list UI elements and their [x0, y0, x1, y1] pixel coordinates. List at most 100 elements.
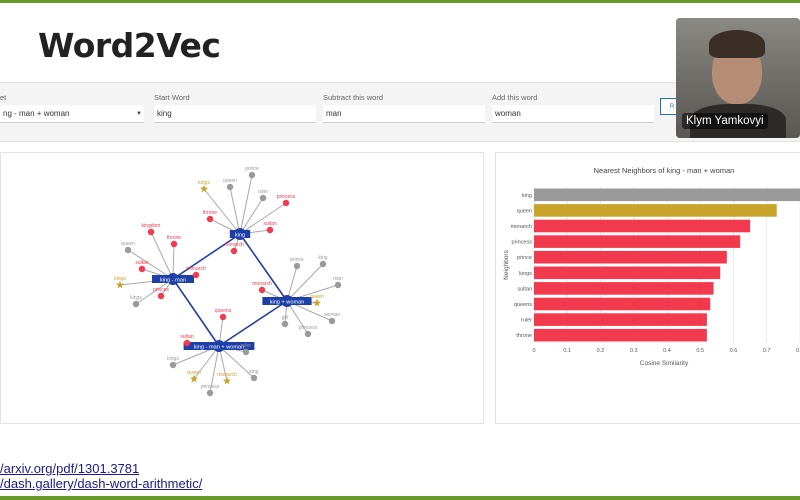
graph-center-label: king - man + woman: [194, 345, 245, 351]
chart-y-tick: monarch: [511, 224, 532, 230]
arxiv-link[interactable]: /arxiv.org/pdf/1301.3781: [0, 461, 140, 476]
slide-title: Word2Vec: [38, 26, 221, 65]
graph-word-node[interactable]: [250, 374, 258, 382]
graph-word-label: kings: [114, 276, 126, 282]
graph-edge: [286, 263, 324, 302]
graph-word-label: kings: [198, 180, 210, 186]
graph-word-node[interactable]: [304, 330, 312, 338]
start-word-input[interactable]: king: [154, 105, 316, 123]
person-hair: [709, 30, 765, 58]
graph-word-node[interactable]: [258, 286, 266, 294]
graph-word-node[interactable]: [334, 281, 342, 289]
chart-y-axis-label: Neighbors: [503, 249, 510, 279]
graph-word-label: kings: [167, 356, 179, 362]
graph-word-label: queen: [310, 294, 324, 300]
preset-dropdown[interactable]: ng - man + woman: [0, 105, 144, 123]
graph-word-node[interactable]: [242, 348, 250, 356]
subtract-word-input[interactable]: man: [323, 105, 485, 123]
chart-y-tick: sultan: [517, 286, 532, 292]
chart-x-tick: 0.6: [730, 348, 738, 354]
graph-word-label: kingdom: [142, 223, 161, 229]
chart-x-tick: 0: [532, 348, 535, 354]
graph-word-node[interactable]: [230, 247, 238, 255]
graph-word-node[interactable]: [138, 265, 146, 273]
graph-edge: [135, 278, 174, 305]
chevron-down-icon[interactable]: ▼: [136, 111, 142, 117]
add-word-label: Add this word: [492, 93, 538, 102]
graph-star-node[interactable]: [116, 280, 124, 289]
graph-arrow: [172, 233, 241, 280]
graph-word-node[interactable]: [293, 262, 301, 270]
chart-x-tick: 0.5: [696, 348, 704, 354]
start-word-label: Start Word: [154, 93, 190, 102]
chart-bar: [534, 282, 714, 295]
top-accent-bar: [0, 0, 800, 3]
dash-gallery-link[interactable]: /dash.gallery/dash-word-arithmetic/: [0, 476, 203, 491]
neighbors-bar-chart: Nearest Neighbors of king - man + woman 0…: [503, 166, 800, 367]
graph-edge: [127, 249, 174, 280]
graph-word-label: princes: [153, 287, 170, 293]
graph-word-node[interactable]: [132, 300, 140, 308]
graph-word-node[interactable]: [192, 271, 200, 279]
word-graph[interactable]: king king - man king + woman king - man + w…: [1, 153, 483, 423]
webcam-video: Klym Yamkovyi: [676, 18, 800, 138]
chart-y-tick: throne: [516, 333, 532, 339]
graph-word-node[interactable]: [226, 183, 234, 191]
graph-word-label: throne: [167, 235, 181, 241]
graph-word-node[interactable]: [183, 339, 191, 347]
graph-word-label: woman: [324, 312, 340, 318]
graph-word-label: queen: [223, 178, 237, 184]
graph-word-label: sultan: [263, 221, 277, 227]
graph-word-node[interactable]: [147, 228, 155, 236]
bottom-accent-bar: [0, 496, 800, 500]
chart-bar: [534, 188, 800, 202]
graph-word-node[interactable]: [157, 292, 165, 300]
graph-word-label: sultan: [135, 260, 149, 266]
chart-title: Nearest Neighbors of king - man + woman: [594, 166, 735, 175]
chart-x-tick: 0.2: [597, 348, 605, 354]
graph-word-node[interactable]: [248, 171, 256, 179]
graph-edge: [239, 202, 287, 235]
graph-edge: [218, 345, 255, 379]
graph-word-node[interactable]: [259, 194, 267, 202]
chart-x-tick: 0.1: [563, 348, 571, 354]
graph-word-label: queen: [187, 370, 201, 376]
graph-word-label: ruler: [241, 343, 251, 349]
add-word-input[interactable]: woman: [492, 105, 654, 123]
chart-y-tick: prince: [517, 255, 532, 261]
graph-star-node[interactable]: [313, 298, 321, 307]
chart-bar: [534, 219, 751, 233]
chart-y-tick: queen: [517, 208, 532, 214]
graph-edge: [150, 231, 174, 280]
graph-center-label-bg: [229, 230, 251, 238]
graph-word-label: man: [333, 276, 343, 282]
chart-bar: [534, 297, 711, 311]
chart-y-tick: kings: [519, 271, 532, 277]
graph-word-node[interactable]: [328, 317, 336, 325]
graph-word-label: girl: [282, 315, 289, 321]
graph-word-node[interactable]: [266, 226, 274, 234]
graph-star-node[interactable]: [200, 184, 208, 193]
graph-word-node[interactable]: [206, 215, 214, 223]
graph-star-node[interactable]: [223, 376, 231, 385]
graph-word-label: monarch: [217, 372, 237, 378]
graph-word-node[interactable]: [206, 389, 214, 397]
graph-word-node[interactable]: [169, 361, 177, 369]
graph-word-node[interactable]: [281, 320, 289, 328]
chart-x-tick: 0.3: [630, 348, 638, 354]
graph-word-node[interactable]: [282, 199, 290, 207]
graph-center-label: king - man: [160, 278, 186, 284]
graph-word-node[interactable]: [170, 240, 178, 248]
graph-center-label-bg: [262, 297, 312, 305]
graph-center-label: king: [235, 233, 245, 239]
graph-word-node[interactable]: [124, 246, 132, 254]
graph-word-node[interactable]: [219, 313, 227, 321]
graph-center-label-bg: [152, 275, 194, 283]
chart-x-tick: 0.7: [763, 348, 771, 354]
subtract-word-label: Subtract this word: [323, 93, 384, 102]
graph-word-node[interactable]: [319, 260, 327, 268]
graph-word-label: queen: [121, 241, 135, 247]
graph-edge: [229, 186, 241, 235]
graph-word-label: queens: [215, 308, 232, 314]
graph-star-node[interactable]: [190, 374, 198, 383]
